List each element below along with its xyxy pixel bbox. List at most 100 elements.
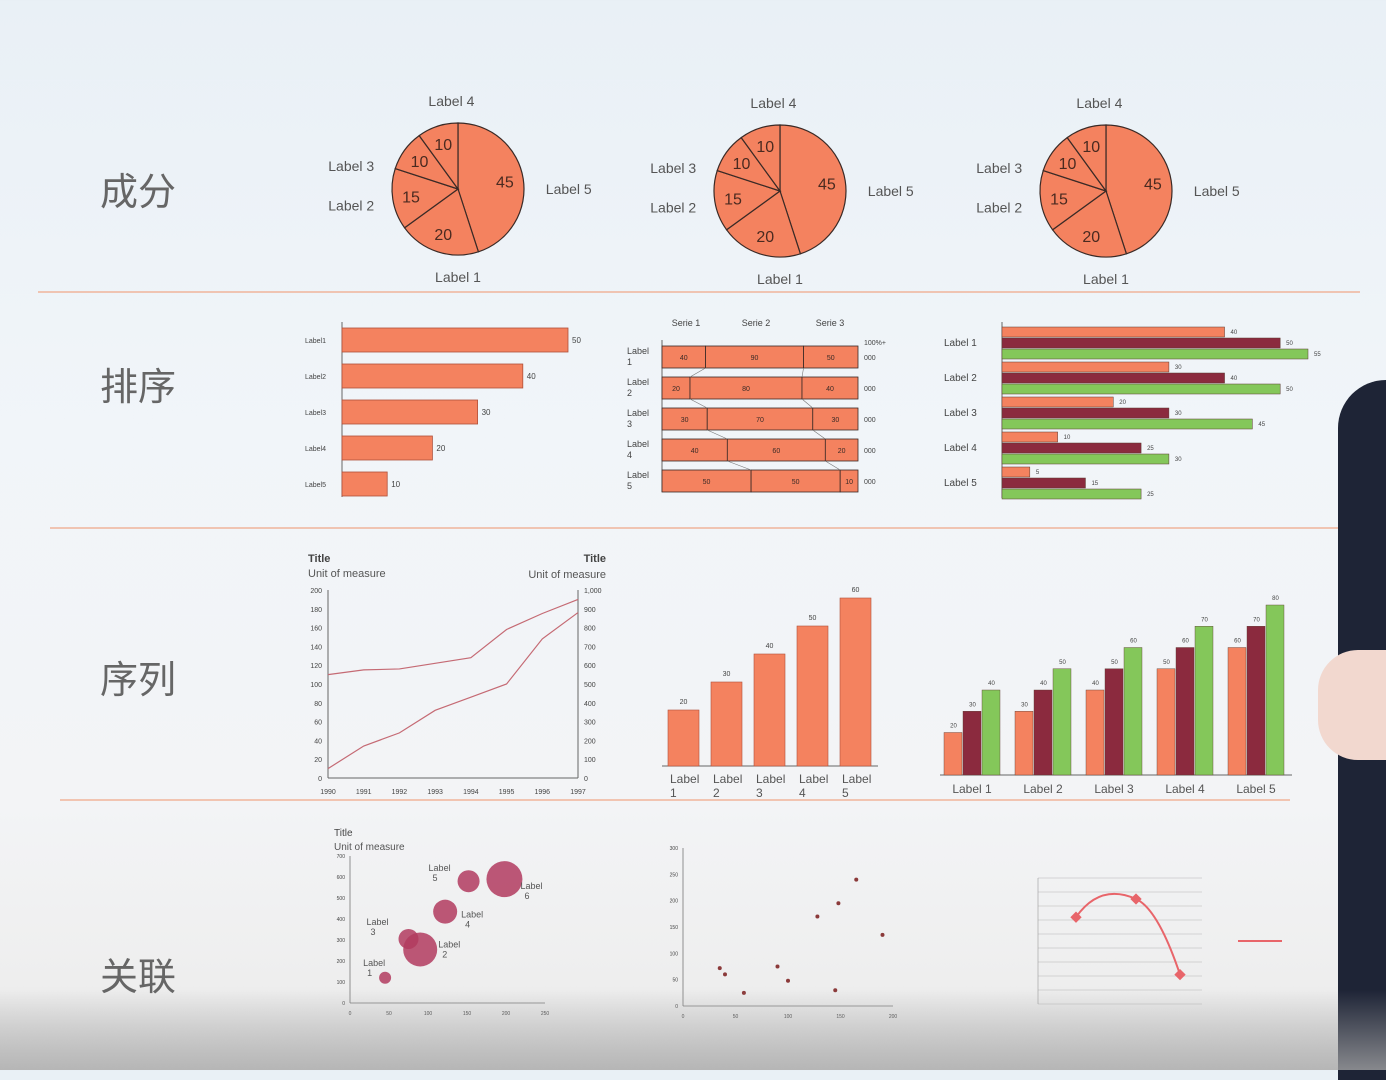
y-tick-label: 160: [310, 626, 322, 633]
segment-value-label: 40: [826, 386, 834, 393]
y-tick-label: 140: [310, 644, 322, 651]
bar: [1001, 407, 1170, 419]
y-tick-label-right: 600: [584, 663, 596, 670]
bar-value-label: 50: [1059, 660, 1066, 666]
bar-category-label: 2: [627, 388, 632, 398]
bar: [943, 732, 963, 776]
scatter-point: [880, 932, 885, 937]
series-header: Serie 2: [742, 318, 771, 328]
row-end-label: 000: [864, 479, 876, 486]
bar: [1001, 466, 1031, 478]
segment-value-label: 20: [672, 386, 680, 393]
bar: [1052, 668, 1072, 776]
section-label: 排序: [100, 365, 176, 409]
scatter-point: [775, 964, 780, 969]
bar-value-label: 70: [1201, 617, 1208, 623]
bar-category-label: Label: [627, 346, 649, 356]
bar: [710, 681, 743, 767]
bar-value-label: 40: [527, 372, 536, 381]
y-tick-label: 20: [314, 757, 322, 764]
bar-value-label: 50: [1286, 341, 1293, 347]
bar: [1001, 326, 1225, 338]
pie-slice: [1039, 169, 1108, 231]
bar-value-label: 70: [1253, 617, 1260, 623]
pie-value-label: 45: [496, 175, 514, 192]
bar-value-label: 30: [1021, 702, 1028, 708]
y-tick-label: 60: [314, 720, 322, 727]
pie-category-label: Label 3: [328, 158, 374, 174]
bar-value-label: 10: [391, 480, 400, 489]
bar-value-label: 30: [969, 702, 976, 708]
bubble-label: Label: [429, 863, 451, 873]
pie-slice: [391, 167, 460, 229]
stacked-segment: [839, 469, 859, 493]
segment-value-label: 30: [831, 417, 839, 424]
bar: [1001, 418, 1253, 430]
bar: [1001, 372, 1225, 384]
y-tick-label: 200: [670, 899, 679, 905]
pie-category-label: Label 4: [428, 93, 474, 109]
bar-category-label: Label: [670, 772, 699, 786]
bar-category-label: 5: [842, 786, 849, 800]
segment-value-label: 40: [680, 355, 688, 362]
bar-value-label: 60: [1234, 639, 1241, 645]
stacked-segment: [803, 345, 859, 369]
bar-value-label: 60: [1130, 639, 1137, 645]
y-tick-label-right: 500: [584, 682, 596, 689]
bubble-label: 1: [367, 968, 372, 978]
row-end-label: 000: [864, 417, 876, 424]
bar: [341, 471, 388, 497]
pie-value-label: 10: [1082, 139, 1100, 156]
scatter-point: [854, 877, 859, 882]
bar-category-label: Label2: [305, 374, 326, 381]
bar-category-label: 2: [713, 786, 720, 800]
bar-category-label: 1: [670, 786, 677, 800]
segment-value-label: 10: [845, 479, 853, 486]
bar-category-label: 4: [799, 786, 806, 800]
bar-value-label: 50: [1163, 660, 1170, 666]
bar-category-label: Label: [627, 470, 649, 480]
bar: [1175, 647, 1195, 776]
bar-category-label: Label 2: [1023, 782, 1063, 796]
pie-value-label: 10: [434, 137, 452, 154]
section-dividers: [38, 291, 1360, 801]
bar-value-label: 50: [1286, 387, 1293, 393]
stack-connector: [812, 429, 826, 440]
stack-connector: [689, 367, 706, 378]
bar: [1085, 689, 1105, 776]
bar: [981, 689, 1001, 776]
bar-value-label: 40: [1092, 681, 1099, 687]
stack-connector: [727, 460, 752, 471]
bar-category-label: Label1: [305, 338, 326, 345]
y-tick-label-right: 1,000: [584, 588, 602, 595]
bar-category-label: Label 1: [944, 338, 977, 349]
pie-slice: [725, 190, 802, 258]
pie-value-label: 15: [724, 191, 742, 208]
y-tick-label-right: 200: [584, 738, 596, 745]
bar-value-label: 30: [723, 671, 731, 678]
y-tick-label: 600: [337, 875, 346, 881]
y-tick-label: 150: [670, 925, 679, 931]
y-tick-label: 300: [670, 846, 679, 852]
bubble-label: Label: [438, 939, 460, 949]
pie-value-label: 10: [411, 154, 429, 171]
pie-category-label: Label 5: [868, 183, 914, 199]
segment-value-label: 60: [772, 448, 780, 455]
segment-value-label: 50: [792, 479, 800, 486]
pie-slice: [1051, 190, 1128, 258]
bar-category-label: Label 1: [952, 782, 992, 796]
pie-value-label: 10: [756, 139, 774, 156]
bar-category-label: Label 2: [944, 373, 977, 384]
y-tick-label-right: 700: [584, 644, 596, 651]
bar-value-label: 50: [572, 336, 581, 345]
pie-value-label: 15: [1050, 191, 1068, 208]
bar-value-label: 40: [1040, 681, 1047, 687]
bubble-label: 6: [524, 891, 529, 901]
bar-category-label: 5: [627, 481, 632, 491]
chart-ylabel: Unit of measure: [308, 568, 386, 580]
pie-value-label: 20: [1082, 229, 1100, 246]
bar: [1104, 668, 1124, 776]
bar: [667, 709, 700, 767]
